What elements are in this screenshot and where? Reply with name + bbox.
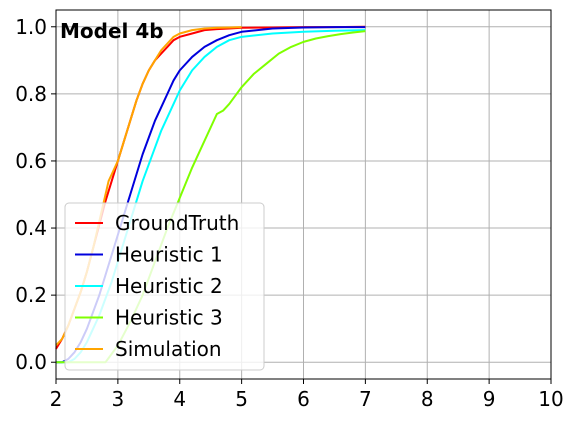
axis-ticks: 2 3 4 5 6 7 8 9 10 0.0 0.2 0.4 0.6 0.8 1.0	[15, 15, 564, 411]
y-tick-label: 0.8	[15, 82, 47, 106]
x-tick-label: 2	[50, 387, 63, 411]
legend-label: Heuristic 3	[115, 306, 223, 330]
x-tick-label: 6	[297, 387, 310, 411]
y-tick-label: 0.2	[15, 283, 47, 307]
legend-label: Heuristic 2	[115, 274, 223, 298]
x-tick-label: 4	[173, 387, 186, 411]
legend-label: Simulation	[115, 337, 222, 361]
x-tick-label: 7	[359, 387, 372, 411]
y-tick-label: 0.4	[15, 216, 47, 240]
model-annotation: Model 4b	[60, 19, 164, 43]
legend-box	[64, 202, 265, 371]
x-tick-label: 8	[421, 387, 434, 411]
y-tick-label: 0.6	[15, 149, 47, 173]
legend-label: Heuristic 1	[115, 243, 223, 267]
x-tick-label: 9	[483, 387, 496, 411]
legend-label: GroundTruth	[115, 211, 239, 235]
legend: GroundTruth Heuristic 1 Heuristic 2 Heurist…	[64, 202, 265, 371]
x-tick-label: 3	[112, 387, 125, 411]
y-tick-label: 0.0	[15, 350, 47, 374]
x-tick-label: 10	[538, 387, 563, 411]
x-tick-label: 5	[235, 387, 248, 411]
y-tick-label: 1.0	[15, 15, 47, 39]
